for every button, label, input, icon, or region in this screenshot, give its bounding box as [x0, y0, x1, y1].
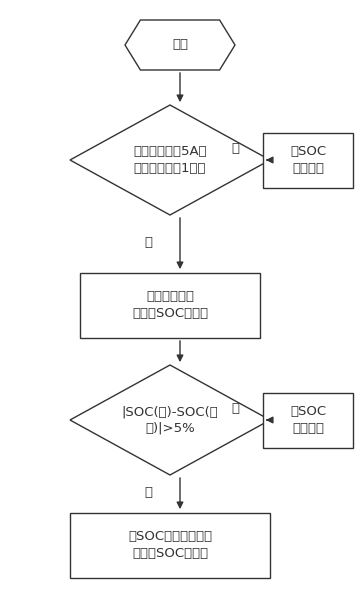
Polygon shape: [70, 105, 270, 215]
Text: 放电电流小于5A且
持续时间大于1分钟: 放电电流小于5A且 持续时间大于1分钟: [133, 145, 207, 175]
Bar: [80, 272, 260, 337]
Polygon shape: [125, 20, 235, 70]
Text: 否: 否: [231, 141, 239, 155]
Text: 对SOC
不做修正: 对SOC 不做修正: [290, 145, 326, 175]
Text: 计算此时修正
过后的SOC（修）: 计算此时修正 过后的SOC（修）: [132, 290, 208, 320]
Bar: [70, 513, 270, 578]
Text: 开始: 开始: [172, 38, 188, 52]
Text: 是: 是: [144, 487, 152, 500]
Text: |SOC(修)-SOC(当
前)|>5%: |SOC(修)-SOC(当 前)|>5%: [122, 405, 219, 435]
Polygon shape: [70, 365, 270, 475]
Text: 否: 否: [231, 401, 239, 414]
Text: 是: 是: [144, 236, 152, 249]
Bar: [263, 133, 353, 188]
Text: 将SOC（当前）平滑
过渡到SOC（修）: 将SOC（当前）平滑 过渡到SOC（修）: [128, 530, 212, 560]
Text: 对SOC
不做修正: 对SOC 不做修正: [290, 405, 326, 435]
Bar: [263, 392, 353, 448]
